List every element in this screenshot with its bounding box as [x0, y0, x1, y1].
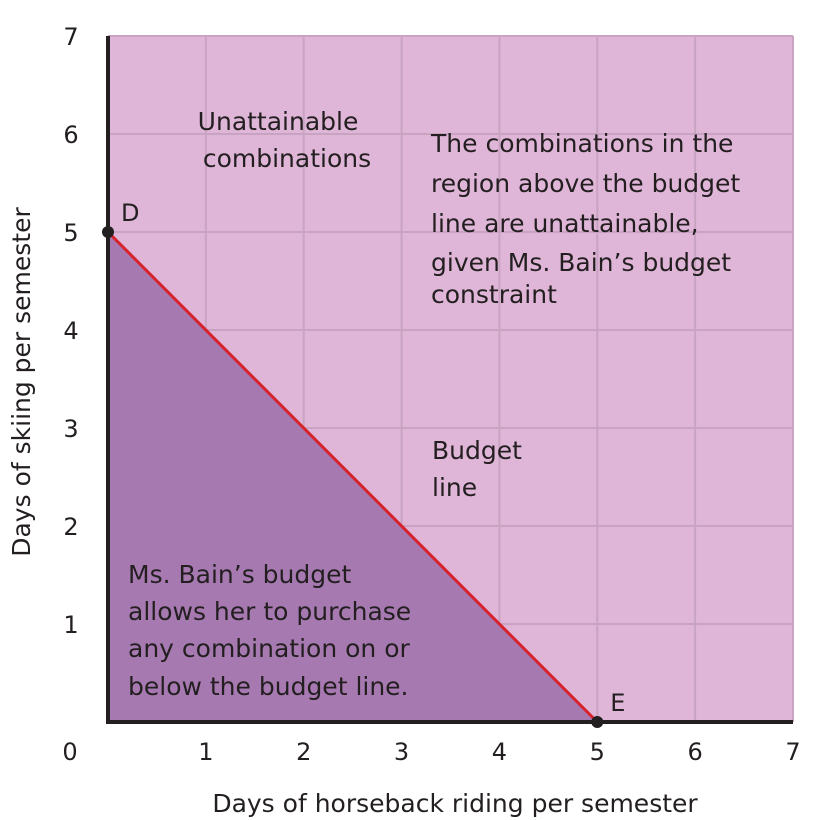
y-tick-label: 6	[63, 121, 78, 149]
x-tick-label: 6	[688, 738, 703, 766]
y-axis-title: Days of skiing per semester	[7, 207, 36, 557]
unattainable-label: Unattainable combinations	[198, 107, 371, 173]
x-tick-label: 0	[62, 738, 77, 766]
x-tick-label: 7	[785, 738, 800, 766]
y-tick-label: 3	[63, 415, 78, 443]
point-label-e: E	[610, 689, 625, 717]
point-marker-d	[102, 226, 114, 238]
x-axis-title: Days of horseback riding per semester	[212, 789, 698, 818]
attainable-note: Ms. Bain’s budget allows her to purchase…	[128, 560, 419, 701]
y-tick-label: 1	[63, 611, 78, 639]
x-tick-label: 1	[198, 738, 213, 766]
y-tick-label: 4	[63, 317, 78, 345]
y-tick-label: 5	[63, 219, 78, 247]
y-tick-label: 7	[63, 23, 78, 51]
budget-line-label: Budget line	[432, 436, 530, 502]
point-markers	[102, 226, 604, 728]
point-marker-e	[591, 716, 604, 728]
x-tick-label: 2	[296, 738, 311, 766]
x-tick-labels: 0 1 2 3 4 5 6 7	[62, 738, 800, 766]
point-labels: DE	[121, 199, 625, 717]
budget-line	[106, 230, 599, 724]
x-tick-label: 4	[492, 738, 507, 766]
x-tick-label: 3	[394, 738, 409, 766]
unattainable-note: The combinations in the region above the…	[430, 129, 748, 309]
y-tick-labels: 1 2 3 4 5 6 7	[63, 23, 78, 639]
x-tick-label: 5	[590, 738, 605, 766]
y-tick-label: 2	[63, 513, 78, 541]
point-label-d: D	[121, 199, 139, 227]
